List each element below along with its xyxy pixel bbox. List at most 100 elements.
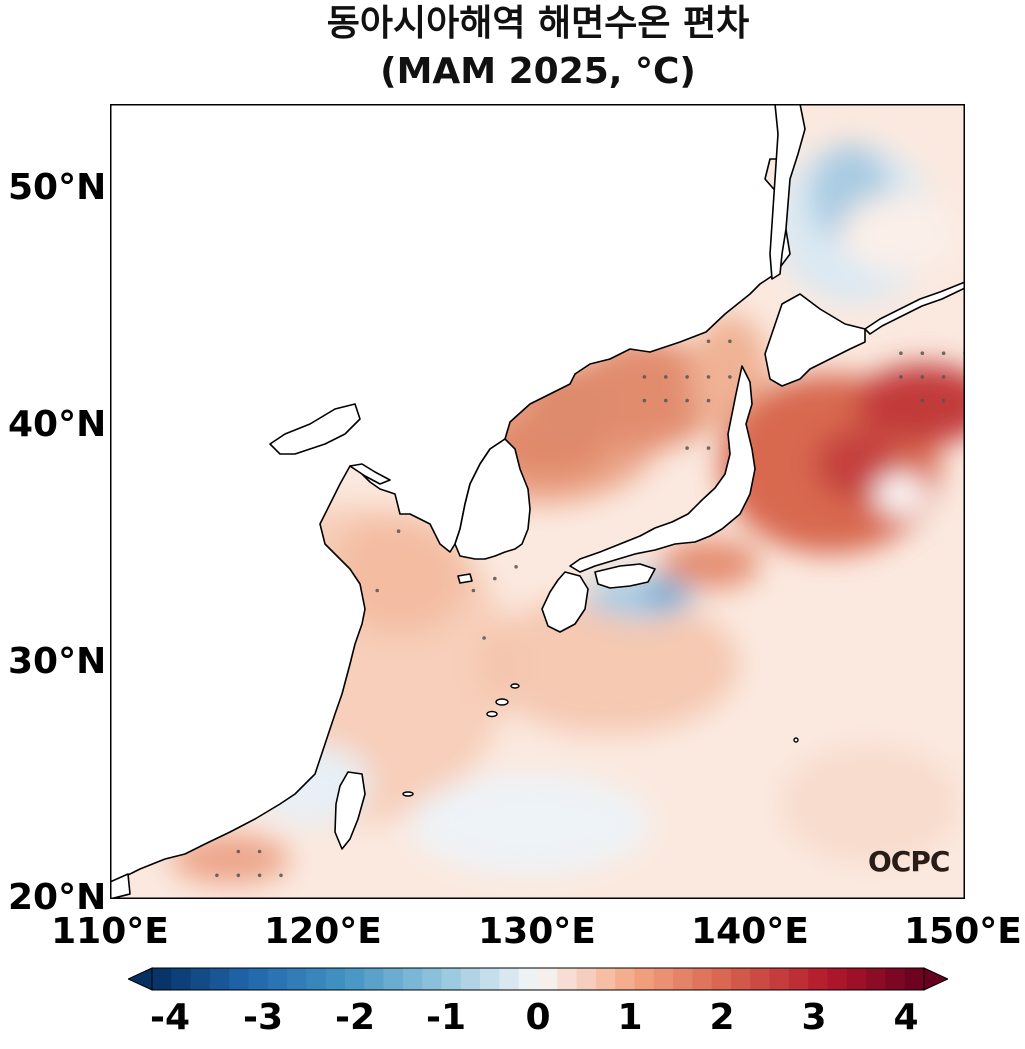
colorbar-cell — [460, 968, 481, 990]
colorbar-cell — [538, 968, 558, 990]
colorbar-tick-label: -4 — [150, 997, 190, 1038]
lon-tick-label: 130°E — [478, 911, 596, 952]
colorbar-cell — [711, 968, 732, 990]
colorbar-cell — [595, 968, 616, 990]
japan-shikoku — [594, 563, 656, 589]
lon-tick-label: 120°E — [264, 911, 382, 952]
colorbar-cell — [480, 968, 500, 990]
colorbar-cell — [769, 968, 790, 990]
colorbar-cell — [692, 968, 713, 990]
stipple-dot — [685, 375, 689, 379]
colorbar-cell — [364, 968, 385, 990]
colorbar-cell — [345, 968, 365, 990]
stipple-dot — [514, 565, 518, 569]
stipple-dot — [257, 873, 262, 878]
stipple-dot — [257, 849, 262, 854]
colorbar-tick-label: -2 — [335, 997, 375, 1038]
stipple-dot — [642, 398, 647, 403]
lat-tick-label: 30°N — [8, 641, 107, 682]
stipple-dot — [471, 588, 476, 593]
stipple-dot — [941, 398, 946, 403]
stipple-dot — [664, 398, 668, 403]
ocpc-logo: OCPC — [868, 845, 950, 878]
hainan-edge — [110, 873, 131, 899]
stipple-dot — [899, 351, 903, 355]
lon-tick-label: 140°E — [691, 911, 809, 952]
lon-tick-label: 150°E — [904, 911, 1022, 952]
korean-peninsula — [454, 438, 531, 560]
stipple-dot — [706, 375, 711, 379]
ryukyu-islands — [402, 683, 799, 797]
colorbar-cell — [287, 968, 307, 990]
taiwan — [334, 771, 366, 850]
japan-honshu — [569, 365, 756, 573]
colorbar-extend-low — [128, 967, 153, 991]
colorbar-cell — [731, 968, 751, 990]
colorbar-cell — [306, 968, 327, 990]
japan-kyushu — [541, 571, 589, 633]
stipple-dot — [664, 375, 668, 379]
sakhalin — [769, 104, 806, 280]
colorbar-cell — [634, 968, 655, 990]
stipple-dot — [899, 375, 903, 379]
lat-tick-label: 40°N — [8, 404, 107, 445]
land-masses — [110, 104, 965, 899]
colorbar — [128, 967, 948, 991]
stipple-dot — [920, 375, 925, 379]
stipple-dot — [236, 849, 241, 854]
bohai-coast — [269, 403, 361, 455]
colorbar-cell — [673, 968, 693, 990]
japan-hokkaido — [764, 293, 866, 387]
colorbar-cell — [422, 968, 442, 990]
stipple-dot — [941, 375, 946, 379]
stipple-dot — [375, 588, 380, 593]
stipple-dot — [920, 351, 925, 355]
colorbar-cell — [846, 968, 867, 990]
colorbar-cell — [557, 968, 578, 990]
stipple-dot — [215, 873, 219, 878]
stipple-dot — [685, 446, 689, 450]
colorbar-cell — [885, 968, 906, 990]
stipple-dot — [493, 576, 497, 581]
colorbar-cell — [267, 968, 288, 990]
stipple-dot — [236, 873, 241, 878]
stipple-dot — [482, 636, 486, 640]
colorbar-cell — [402, 968, 423, 990]
stipple-dot — [706, 398, 711, 403]
colorbar-cell — [653, 968, 674, 990]
colorbar-cell — [788, 968, 809, 990]
colorbar-cell — [808, 968, 828, 990]
stipple-dot — [706, 339, 711, 344]
lat-tick-label: 50°N — [8, 167, 107, 208]
colorbar-cell — [499, 968, 520, 990]
lon-tick-label: 110°E — [51, 911, 169, 952]
colorbar-cell — [750, 968, 771, 990]
colorbar-cells — [152, 968, 925, 990]
stipple-dot — [920, 398, 925, 403]
colorbar-cell — [152, 968, 172, 990]
stipple-dots — [215, 339, 965, 878]
colorbar-cell — [866, 968, 886, 990]
stipple-dot — [279, 873, 283, 878]
colorbar-cell — [209, 968, 230, 990]
map-title: 동아시아해역 해면수온 편차 — [326, 3, 750, 44]
colorbar-cell — [248, 968, 269, 990]
colorbar-tick-label: 2 — [709, 997, 735, 1038]
lat-tick-label: 20°N — [8, 877, 107, 918]
stipple-dot — [685, 398, 689, 403]
colorbar-cell — [576, 968, 597, 990]
colorbar-cell — [229, 968, 249, 990]
colorbar-cell — [383, 968, 404, 990]
sst-anomaly-map — [110, 104, 965, 899]
colorbar-cell — [615, 968, 635, 990]
colorbar-cell — [171, 968, 192, 990]
stipple-dot — [642, 375, 647, 379]
colorbar-tick-label: 3 — [801, 997, 827, 1038]
colorbar-extend-high — [923, 967, 948, 991]
stipple-dot — [728, 375, 732, 379]
colorbar-tick-label: -1 — [426, 997, 466, 1038]
map-frame — [110, 104, 965, 899]
stipple-dot — [706, 446, 711, 450]
colorbar-tick-label: 1 — [617, 997, 643, 1038]
colorbar-tick-label: 0 — [525, 997, 551, 1038]
